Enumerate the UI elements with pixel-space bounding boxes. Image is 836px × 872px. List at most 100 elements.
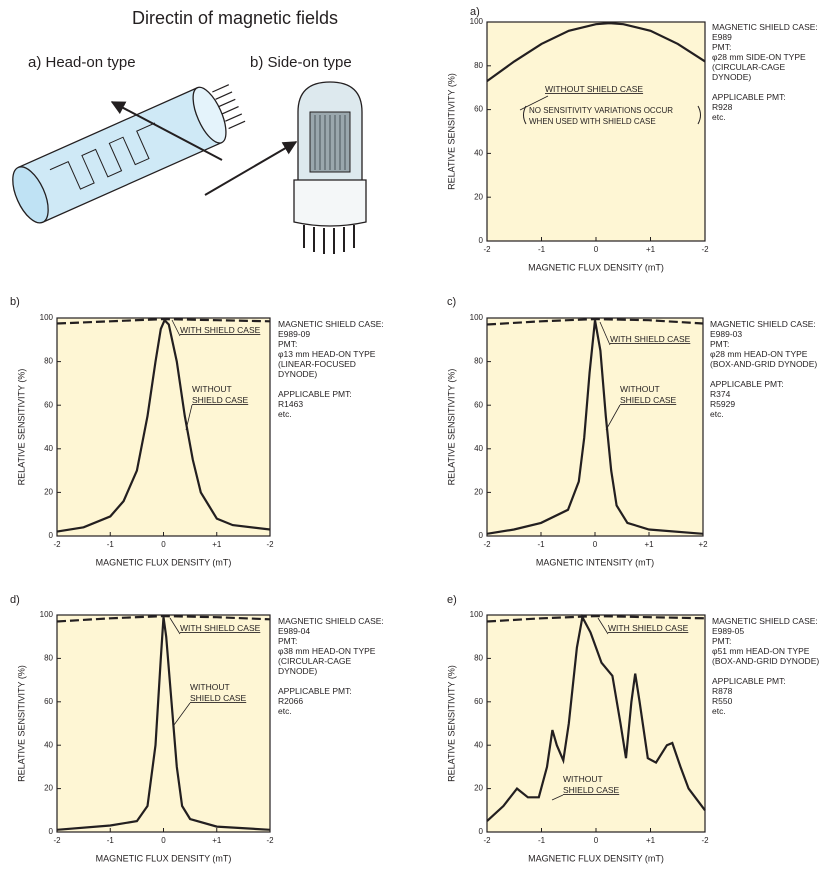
y-tick-label: 80 [474,654,483,663]
note: etc. [712,112,726,122]
note: φ28 mm SIDE-ON TYPE [712,52,806,62]
leader [185,404,193,431]
note: MAGNETIC SHIELD CASE: [712,616,818,626]
x-tick-label: -2 [483,245,491,254]
x-axis-title: MAGNETIC FLUX DENSITY (mT) [96,853,232,863]
panel-label: c) [447,296,456,308]
note: (CIRCULAR-CAGE [278,656,352,666]
note: MAGNETIC SHIELD CASE: [712,22,818,32]
curve [57,616,270,621]
note: R878 [712,686,733,696]
note: (CIRCULAR-CAGE [712,62,786,72]
x-axis-title: MAGNETIC FLUX DENSITY (mT) [96,557,232,567]
y-tick-label: 60 [44,697,53,706]
note: R550 [712,696,733,706]
plot-area [486,21,706,242]
y-tick-label: 60 [474,697,483,706]
x-tick-label: +1 [646,245,656,254]
curve [487,320,703,534]
y-axis-title: RELATIVE SENSITIVITY (%) [16,665,26,782]
note: R374 [710,389,731,399]
note: MAGNETIC SHIELD CASE: [278,616,384,626]
note: E989-09 [278,329,310,339]
x-tick-label: 0 [594,245,599,254]
curve-label: WITH SHIELD CASE [180,623,261,633]
note: etc. [278,706,292,716]
note: etc. [712,706,726,716]
note: PMT: [712,42,731,52]
x-tick-label: -2 [53,836,61,845]
curve [57,617,270,830]
y-tick-label: 100 [40,610,54,619]
x-tick-label: +1 [212,836,222,845]
note: PMT: [278,636,297,646]
y-tick-label: 0 [479,531,484,540]
curve [487,319,703,324]
note: APPLICABLE PMT: [278,389,352,399]
curve-label: WITHOUT [620,384,660,394]
y-tick-label: 40 [44,740,53,749]
x-tick-label: -1 [538,245,546,254]
y-tick-label: 80 [474,357,483,366]
side-on-tube [293,81,367,254]
curve-label: WITHOUT [190,682,230,692]
leader [519,95,549,111]
note: (BOX-AND-GRID DYNODE) [712,656,819,666]
note: R5929 [710,399,735,409]
curve-label: WITHOUT [563,774,603,784]
annotation: NO SENSITIVITY VARIATIONS OCCUR [529,106,673,115]
panel-label: d) [10,594,20,606]
y-tick-label: 40 [474,149,483,158]
note: R1463 [278,399,303,409]
y-tick-label: 40 [474,444,483,453]
note: MAGNETIC SHIELD CASE: [278,319,384,329]
curve [487,23,705,81]
y-tick-label: 0 [479,827,484,836]
note: PMT: [712,636,731,646]
y-axis-title: RELATIVE SENSITIVITY (%) [446,665,456,782]
curve-label: WITH SHIELD CASE [180,325,261,335]
curve-label: WITH SHIELD CASE [610,334,691,344]
y-tick-label: 20 [474,784,483,793]
note: APPLICABLE PMT: [278,686,352,696]
curve [487,616,705,621]
x-tick-label: 0 [593,540,598,549]
x-tick-label: -1 [537,540,545,549]
leader [605,404,621,431]
x-axis-title: MAGNETIC FLUX DENSITY (mT) [528,262,664,272]
x-tick-label: +1 [644,540,654,549]
figure-title: Directin of magnetic fields [132,8,338,28]
note: DYNODE) [278,369,317,379]
leader [551,794,564,801]
y-tick-label: 60 [474,400,483,409]
curve [487,617,705,821]
field-arrow [204,141,298,196]
curve-label: SHIELD CASE [190,693,247,703]
y-tick-label: 80 [474,61,483,70]
head-on-tube [12,84,246,224]
x-tick-label: -1 [107,836,115,845]
note: APPLICABLE PMT: [710,379,784,389]
plot-area [486,614,706,833]
x-tick-label: -2 [53,540,61,549]
x-tick-label: -2 [701,836,709,845]
y-tick-label: 80 [44,357,53,366]
curve-label: WITHOUT [192,384,232,394]
note: PMT: [278,339,297,349]
y-tick-label: 0 [49,531,54,540]
leader [597,617,609,635]
plot-area [56,614,271,833]
note: E989-05 [712,626,744,636]
note: (LINEAR-FOCUSED [278,359,356,369]
x-tick-label: 0 [594,836,599,845]
note: φ13 mm HEAD-ON TYPE [278,349,376,359]
panel-label: a) [470,6,480,18]
y-tick-label: 20 [44,784,53,793]
leader [599,321,611,346]
x-tick-label: -2 [266,540,274,549]
note: E989-03 [710,329,742,339]
y-tick-label: 100 [470,17,484,26]
y-tick-label: 40 [474,740,483,749]
note: φ51 mm HEAD-ON TYPE [712,646,810,656]
